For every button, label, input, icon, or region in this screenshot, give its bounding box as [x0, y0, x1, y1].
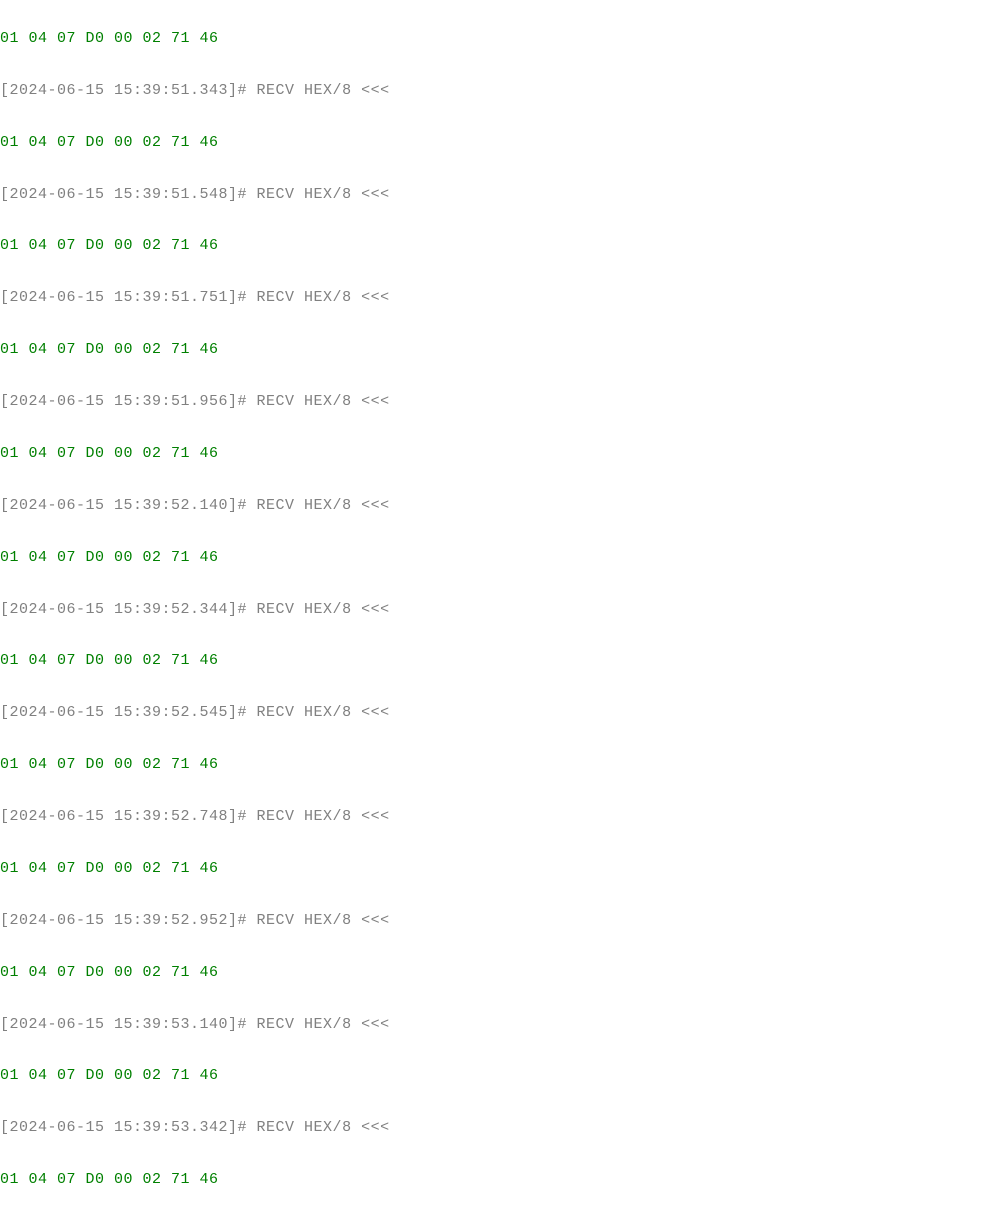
serial-log-output: 01 04 07 D0 00 02 71 46 [2024-06-15 15:3…	[0, 0, 1005, 1219]
hex-data-line: 01 04 07 D0 00 02 71 46	[0, 1063, 1005, 1089]
hex-data-line: 01 04 07 D0 00 02 71 46	[0, 856, 1005, 882]
log-timestamp-line: [2024-06-15 15:39:52.545]# RECV HEX/8 <<…	[0, 700, 1005, 726]
timestamp-text: [2024-06-15 15:39:53.140]	[0, 1016, 238, 1033]
recv-suffix: # RECV HEX/8 <<<	[238, 1016, 390, 1033]
hex-data-line: 01 04 07 D0 00 02 71 46	[0, 233, 1005, 259]
timestamp-text: [2024-06-15 15:39:51.751]	[0, 289, 238, 306]
hex-data-line: 01 04 07 D0 00 02 71 46	[0, 752, 1005, 778]
timestamp-text: [2024-06-15 15:39:52.952]	[0, 912, 238, 929]
timestamp-text: [2024-06-15 15:39:52.545]	[0, 704, 238, 721]
recv-suffix: # RECV HEX/8 <<<	[238, 808, 390, 825]
hex-data-line: 01 04 07 D0 00 02 71 46	[0, 130, 1005, 156]
recv-suffix: # RECV HEX/8 <<<	[238, 1119, 390, 1136]
timestamp-text: [2024-06-15 15:39:52.748]	[0, 808, 238, 825]
timestamp-text: [2024-06-15 15:39:52.344]	[0, 601, 238, 618]
hex-data-line: 01 04 07 D0 00 02 71 46	[0, 545, 1005, 571]
log-timestamp-line: [2024-06-15 15:39:53.140]# RECV HEX/8 <<…	[0, 1012, 1005, 1038]
recv-suffix: # RECV HEX/8 <<<	[238, 393, 390, 410]
hex-data-line: 01 04 07 D0 00 02 71 46	[0, 960, 1005, 986]
log-timestamp-line: [2024-06-15 15:39:53.342]# RECV HEX/8 <<…	[0, 1115, 1005, 1141]
log-timestamp-line: [2024-06-15 15:39:52.952]# RECV HEX/8 <<…	[0, 908, 1005, 934]
hex-data-line: 01 04 07 D0 00 02 71 46	[0, 26, 1005, 52]
log-timestamp-line: [2024-06-15 15:39:51.548]# RECV HEX/8 <<…	[0, 182, 1005, 208]
timestamp-text: [2024-06-15 15:39:51.956]	[0, 393, 238, 410]
log-timestamp-line: [2024-06-15 15:39:52.748]# RECV HEX/8 <<…	[0, 804, 1005, 830]
timestamp-text: [2024-06-15 15:39:52.140]	[0, 497, 238, 514]
recv-suffix: # RECV HEX/8 <<<	[238, 601, 390, 618]
hex-data-line: 01 04 07 D0 00 02 71 46	[0, 1167, 1005, 1193]
hex-data-line: 01 04 07 D0 00 02 71 46	[0, 337, 1005, 363]
timestamp-text: [2024-06-15 15:39:53.342]	[0, 1119, 238, 1136]
timestamp-text: [2024-06-15 15:39:51.343]	[0, 82, 238, 99]
recv-suffix: # RECV HEX/8 <<<	[238, 912, 390, 929]
log-timestamp-line: [2024-06-15 15:39:51.751]# RECV HEX/8 <<…	[0, 285, 1005, 311]
recv-suffix: # RECV HEX/8 <<<	[238, 82, 390, 99]
recv-suffix: # RECV HEX/8 <<<	[238, 497, 390, 514]
log-timestamp-line: [2024-06-15 15:39:51.956]# RECV HEX/8 <<…	[0, 389, 1005, 415]
hex-data-line: 01 04 07 D0 00 02 71 46	[0, 648, 1005, 674]
recv-suffix: # RECV HEX/8 <<<	[238, 186, 390, 203]
recv-suffix: # RECV HEX/8 <<<	[238, 704, 390, 721]
log-timestamp-line: [2024-06-15 15:39:51.343]# RECV HEX/8 <<…	[0, 78, 1005, 104]
hex-data-line: 01 04 07 D0 00 02 71 46	[0, 441, 1005, 467]
timestamp-text: [2024-06-15 15:39:51.548]	[0, 186, 238, 203]
recv-suffix: # RECV HEX/8 <<<	[238, 289, 390, 306]
log-timestamp-line: [2024-06-15 15:39:52.344]# RECV HEX/8 <<…	[0, 597, 1005, 623]
log-timestamp-line: [2024-06-15 15:39:52.140]# RECV HEX/8 <<…	[0, 493, 1005, 519]
